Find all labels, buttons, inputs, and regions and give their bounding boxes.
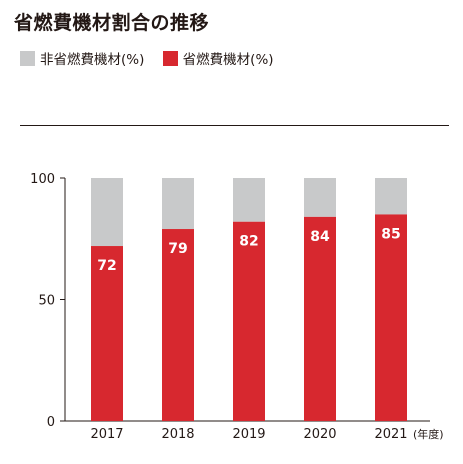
y-tick-label: 50 xyxy=(38,294,55,309)
data-label: 85 xyxy=(381,226,400,242)
data-label: 79 xyxy=(168,241,187,257)
legend: 非省燃費機材(%) 省燃費機材(%) xyxy=(20,48,288,70)
bar-segment-efficient xyxy=(233,221,265,421)
divider xyxy=(20,125,449,126)
bar-segment-non-efficient xyxy=(375,178,407,215)
legend-swatch-red xyxy=(162,50,178,66)
x-tick-label: 2018 xyxy=(161,427,194,442)
x-tick-label: 2019 xyxy=(232,427,265,442)
x-axis-unit-label: (年度) xyxy=(413,427,444,441)
x-tick-label: 2021 xyxy=(374,427,407,442)
chart-title: 省燃費機材割合の推移 xyxy=(14,12,210,34)
bar-segment-efficient xyxy=(162,229,194,421)
y-tick-label: 100 xyxy=(30,172,55,187)
legend-swatch-gray xyxy=(20,50,35,66)
x-tick-label: 2020 xyxy=(303,427,336,442)
data-label: 84 xyxy=(310,229,330,245)
legend-label-efficient: 省燃費機材(%) xyxy=(182,52,274,68)
legend-item-non-efficient: 非省燃費機材(%) xyxy=(20,48,144,68)
bar-segment-non-efficient xyxy=(233,178,265,222)
bar-segment-non-efficient xyxy=(304,178,336,217)
bar-segment-efficient xyxy=(375,214,407,421)
legend-label-non-efficient: 非省燃費機材(%) xyxy=(40,52,145,68)
data-label: 72 xyxy=(97,258,116,274)
bar-segment-non-efficient xyxy=(91,178,123,247)
x-tick-label: 2017 xyxy=(90,427,123,442)
data-label: 82 xyxy=(239,234,258,250)
y-tick-label: 0 xyxy=(47,415,55,430)
bar-segment-efficient xyxy=(304,216,336,421)
legend-item-efficient: 省燃費機材(%) xyxy=(162,48,274,68)
bar-segment-non-efficient xyxy=(162,178,194,230)
bar-segment-efficient xyxy=(91,246,123,421)
